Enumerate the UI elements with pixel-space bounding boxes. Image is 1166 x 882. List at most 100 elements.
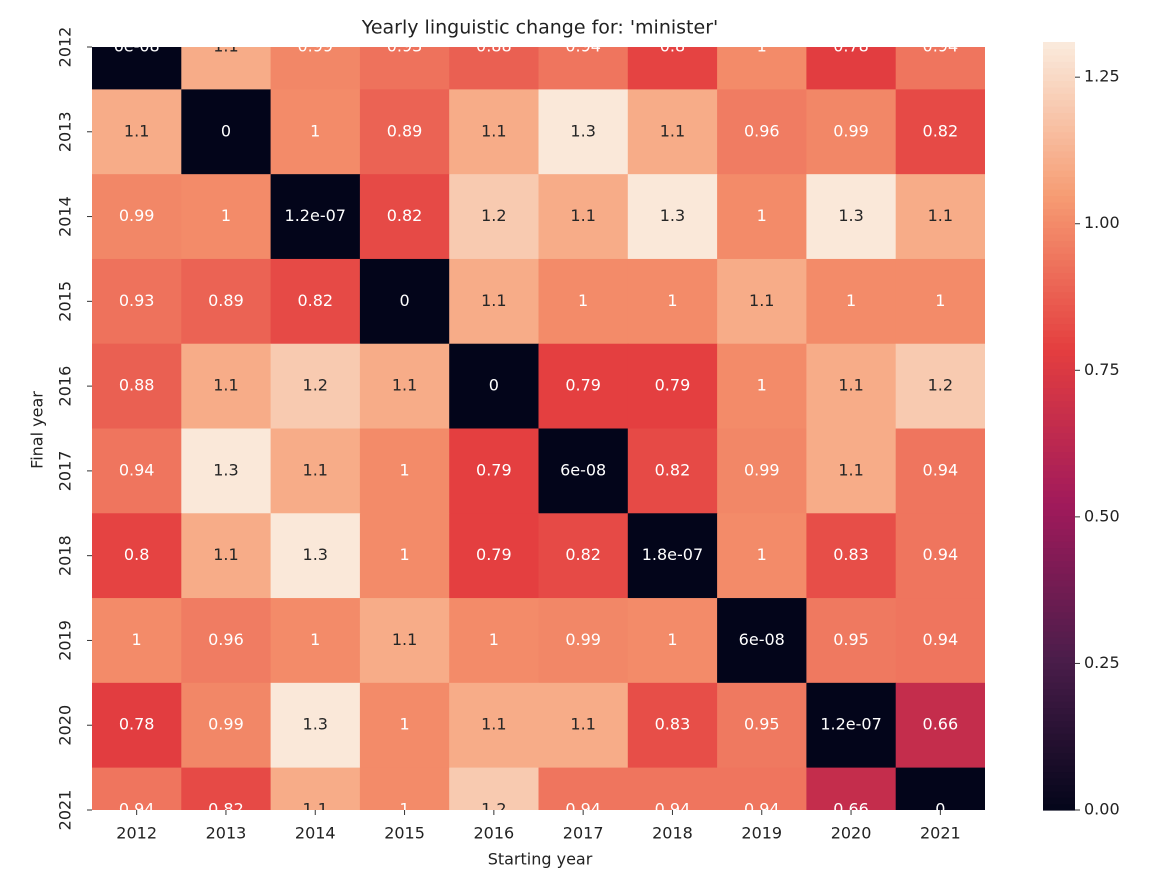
heatmap-cell [449, 343, 539, 429]
heatmap-cell [270, 428, 361, 514]
colorbar-segment [1043, 406, 1075, 414]
colorbar-segment [1043, 464, 1075, 472]
heatmap-cell [806, 428, 897, 514]
colorbar-segment [1043, 797, 1075, 805]
x-tick-label: 2017 [563, 824, 604, 843]
heatmap-cell [92, 513, 182, 599]
colorbar-segment [1043, 586, 1075, 593]
colorbar-tick-label: 1.00 [1084, 213, 1120, 232]
colorbar-segment [1043, 496, 1075, 504]
colorbar-segment [1043, 125, 1075, 133]
cell-label: 1 [489, 630, 499, 649]
colorbar-segment [1043, 413, 1075, 421]
heatmap-cell [359, 89, 450, 175]
heatmap-cell [895, 682, 985, 769]
cell-label: 1 [399, 545, 409, 564]
heatmap-cell [92, 767, 182, 810]
cell-label: 1.1 [392, 376, 417, 395]
colorbar-segment [1043, 502, 1075, 510]
colorbar-tick-label: 0.25 [1084, 653, 1120, 672]
cell-label: 0.88 [119, 376, 155, 395]
heatmap-cell [181, 513, 272, 599]
cell-label: 0.99 [744, 460, 780, 479]
colorbar-segment [1043, 163, 1075, 171]
heatmap-cell [359, 767, 450, 810]
x-tick-label: 2014 [295, 824, 336, 843]
heatmap-cell [449, 174, 539, 260]
heatmap-cell [627, 428, 718, 514]
colorbar-segment [1043, 656, 1075, 664]
cell-label: 1 [667, 291, 677, 310]
cell-label: 1.3 [570, 121, 595, 140]
colorbar-segment [1043, 566, 1075, 574]
colorbar-segment [1043, 720, 1075, 728]
heatmap-cell [270, 47, 361, 90]
cell-label: 1 [578, 291, 588, 310]
cell-label: 0.79 [476, 460, 512, 479]
heatmap-cell [92, 258, 182, 345]
colorbar-segment [1043, 682, 1075, 689]
colorbar-segment [1043, 522, 1075, 529]
cell-label: 1.1 [481, 715, 506, 734]
cell-label: 0.78 [119, 715, 155, 734]
x-tick-label: 2012 [116, 824, 157, 843]
heatmap-cell [627, 682, 718, 769]
cell-label: 1.1 [392, 630, 417, 649]
colorbar-segment [1043, 259, 1075, 267]
cell-label: 1.1 [660, 121, 685, 140]
colorbar-segment [1043, 342, 1075, 350]
colorbar-segment [1043, 234, 1075, 241]
colorbar-segment [1043, 144, 1075, 152]
heatmap-cell [806, 89, 897, 175]
heatmap-cell [538, 767, 629, 810]
cell-label: 0.96 [744, 121, 780, 140]
cell-label: 1.1 [570, 715, 595, 734]
cell-label: 0.99 [565, 630, 601, 649]
cell-label: 0.79 [655, 376, 691, 395]
colorbar-segment [1043, 573, 1075, 581]
cell-label: 1 [310, 121, 320, 140]
heatmap-cell [717, 343, 807, 429]
colorbar-segment [1043, 208, 1075, 216]
colorbar-segment [1043, 458, 1075, 465]
cell-label: 1 [757, 206, 767, 225]
heatmap-cell [627, 598, 718, 684]
heatmap-cell [538, 598, 629, 684]
colorbar-segment [1043, 202, 1075, 209]
heatmap-cell [181, 174, 272, 260]
heatmap-cell [717, 682, 807, 769]
heatmap-cell [895, 598, 985, 684]
cell-label: 1 [399, 800, 409, 819]
heatmap-cell [806, 174, 897, 260]
colorbar-segment [1043, 246, 1075, 254]
colorbar-segment [1043, 394, 1075, 401]
heatmap-area: 6e-08 1.1 0.99 0.93 0.88 0.94 0.8 1 0.78 0.94 1.1 0… [92, 37, 985, 819]
colorbar-segment [1043, 605, 1075, 613]
colorbar-segment [1043, 323, 1075, 331]
cell-label: 0.94 [565, 800, 601, 819]
cell-label: 0.83 [655, 715, 691, 734]
cell-label: 6e-08 [114, 37, 160, 56]
cell-label: 6e-08 [739, 630, 785, 649]
y-tick-label: 2012 [56, 27, 75, 68]
colorbar-tick-label: 1.25 [1084, 67, 1120, 86]
heatmap-cell [538, 258, 629, 345]
heatmap-cell [359, 343, 450, 429]
colorbar-segment [1043, 490, 1075, 497]
colorbar-segment [1043, 266, 1075, 273]
heatmap-cell [806, 682, 897, 769]
colorbar-segment [1043, 669, 1075, 677]
heatmap-cell [717, 767, 807, 810]
colorbar-segment [1043, 630, 1075, 638]
colorbar-segment [1043, 746, 1075, 753]
cell-label: 0.99 [208, 715, 244, 734]
colorbar-segment [1043, 112, 1075, 120]
colorbar-segment [1043, 368, 1075, 376]
cell-label: 1.1 [928, 206, 953, 225]
colorbar-segment [1043, 170, 1075, 177]
colorbar-segment [1043, 61, 1075, 69]
colorbar-segment [1043, 374, 1075, 382]
cell-label: 1.2e-07 [820, 715, 881, 734]
cell-label: 1.1 [838, 460, 863, 479]
cell-label: 0.94 [565, 37, 601, 56]
